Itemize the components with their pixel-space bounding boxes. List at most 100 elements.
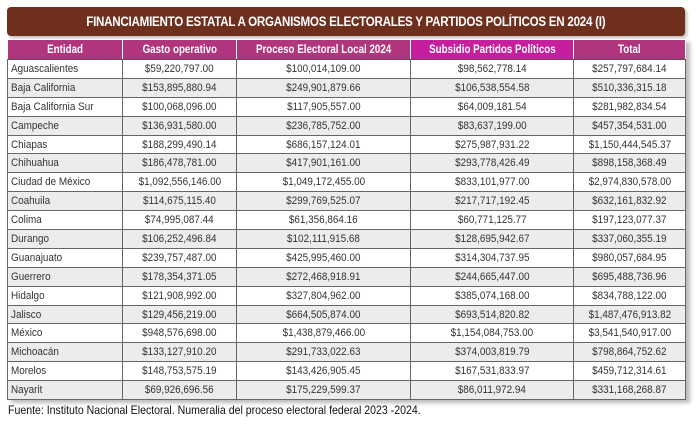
- table-row: Chiapas $188,299,490.14 $686,157,124.01 $27…: [7, 134, 686, 155]
- table-row: Hidalgo $121,908,992.00 $327,804,962.00 $38…: [7, 285, 686, 306]
- cell-total: $457,354,531.00: [573, 115, 686, 136]
- table-row: Aguascalientes $59,220,797.00 $100,014,109…: [7, 59, 686, 79]
- table-row: Morelos $148,753,575.19 $143,426,905.45 $16…: [7, 361, 686, 382]
- cell-total: $834,788,122.00: [573, 285, 686, 306]
- cell-proceso-electoral: $1,438,879,466.00: [236, 323, 411, 344]
- cell-subsidio-partidos: $60,771,125.77: [410, 210, 574, 231]
- cell-gasto-operativo: $106,252,496.84: [122, 229, 237, 249]
- cell-entidad: Baja California: [7, 77, 123, 98]
- cell-entidad: Ciudad de México: [7, 172, 123, 193]
- cell-subsidio-partidos: $128,695,942.67: [410, 229, 574, 249]
- cell-entidad: Chiapas: [7, 134, 123, 155]
- cell-subsidio-partidos: $1,154,084,753.00: [410, 323, 574, 344]
- cell-total: $898,158,368.49: [573, 153, 686, 174]
- cell-proceso-electoral: $327,804,962.00: [236, 285, 411, 306]
- cell-total: $281,982,834.54: [573, 96, 686, 117]
- cell-gasto-operativo: $239,757,487.00: [122, 247, 237, 268]
- cell-total: $980,057,684.95: [573, 247, 686, 268]
- cell-entidad: Aguascalientes: [7, 59, 123, 79]
- cell-proceso-electoral: $299,769,525.07: [236, 191, 411, 212]
- cell-proceso-electoral: $425,995,460.00: [236, 247, 411, 268]
- cell-gasto-operativo: $74,995,087.44: [122, 210, 237, 231]
- header-subsidio-partidos: Subsidio Partidos Políticos: [410, 39, 574, 60]
- cell-proceso-electoral: $1,049,172,455.00: [236, 172, 411, 193]
- cell-entidad: Hidalgo: [7, 285, 123, 306]
- cell-subsidio-partidos: $314,304,737.95: [410, 247, 574, 268]
- cell-entidad: Guanajuato: [7, 247, 123, 268]
- cell-entidad: Coahuila: [7, 191, 123, 212]
- table-title: FINANCIAMIENTO ESTATAL A ORGANISMOS ELEC…: [7, 7, 685, 36]
- table-row: Colima $74,995,087.44 $61,356,864.16 $60,77…: [7, 210, 686, 231]
- table-title-text: FINANCIAMIENTO ESTATAL A ORGANISMOS ELEC…: [86, 14, 606, 29]
- header-gasto-operativo: Gasto operativo: [122, 39, 237, 60]
- cell-gasto-operativo: $178,354,371.05: [122, 266, 237, 287]
- table-row: México $948,576,698.00 $1,438,879,466.00 $1…: [7, 323, 686, 344]
- table-row: Campeche $136,931,580.00 $236,785,752.00 $8…: [7, 115, 686, 136]
- cell-proceso-electoral: $100,014,109.00: [236, 59, 411, 79]
- cell-gasto-operativo: $69,926,696.56: [122, 380, 237, 401]
- cell-entidad: Durango: [7, 229, 123, 249]
- header-proceso-electoral: Proceso Electoral Local 2024: [236, 39, 411, 60]
- cell-entidad: Campeche: [7, 115, 123, 136]
- table-row: Guerrero $178,354,371.05 $272,468,918.91 $2…: [7, 266, 686, 287]
- cell-subsidio-partidos: $693,514,820.82: [410, 304, 574, 325]
- cell-proceso-electoral: $143,426,905.45: [236, 361, 411, 382]
- cell-entidad: Jalisco: [7, 304, 123, 325]
- cell-subsidio-partidos: $244,665,447.00: [410, 266, 574, 287]
- cell-proceso-electoral: $291,733,022.63: [236, 342, 411, 363]
- table-row: Jalisco $129,456,219.00 $664,505,874.00 $69…: [7, 304, 686, 325]
- header-row: Entidad Gasto operativo Proceso Electora…: [7, 39, 686, 60]
- cell-entidad: Chihuahua: [7, 153, 123, 174]
- cell-gasto-operativo: $188,299,490.14: [122, 134, 237, 155]
- cell-subsidio-partidos: $98,562,778.14: [410, 59, 574, 79]
- cell-total: $257,797,684.14: [573, 59, 686, 79]
- header-total: Total: [573, 39, 686, 60]
- cell-total: $1,150,444,545.37: [573, 134, 686, 155]
- cell-entidad: Morelos: [7, 361, 123, 382]
- cell-entidad: Michoacán: [7, 342, 123, 363]
- source-note: Fuente: Instituto Nacional Electoral. Nu…: [8, 403, 421, 417]
- cell-gasto-operativo: $59,220,797.00: [122, 59, 237, 79]
- cell-gasto-operativo: $153,895,880.94: [122, 77, 237, 98]
- table-row: Guanajuato $239,757,487.00 $425,995,460.00…: [7, 247, 686, 268]
- cell-total: $337,060,355.19: [573, 229, 686, 249]
- cell-total: $197,123,077.37: [573, 210, 686, 231]
- table-row: Durango $106,252,496.84 $102,111,915.68 $12…: [7, 229, 686, 249]
- table-row: Baja California $153,895,880.94 $249,901,8…: [7, 77, 686, 98]
- cell-proceso-electoral: $272,468,918.91: [236, 266, 411, 287]
- cell-total: $695,488,736.96: [573, 266, 686, 287]
- cell-entidad: Guerrero: [7, 266, 123, 287]
- table-body: Aguascalientes $59,220,797.00 $100,014,109…: [7, 59, 686, 401]
- cell-gasto-operativo: $114,675,115.40: [122, 191, 237, 212]
- table-row: Michoacán $133,127,910.20 $291,733,022.63 $…: [7, 342, 686, 363]
- cell-subsidio-partidos: $217,717,192.45: [410, 191, 574, 212]
- cell-gasto-operativo: $948,576,698.00: [122, 323, 237, 344]
- cell-total: $3,541,540,917.00: [573, 323, 686, 344]
- cell-subsidio-partidos: $374,003,819.79: [410, 342, 574, 363]
- cell-gasto-operativo: $148,753,575.19: [122, 361, 237, 382]
- cell-total: $798,864,752.62: [573, 342, 686, 363]
- cell-total: $459,712,314.61: [573, 361, 686, 382]
- cell-total: $2,974,830,578.00: [573, 172, 686, 193]
- cell-proceso-electoral: $417,901,161.00: [236, 153, 411, 174]
- cell-total: $331,168,268.87: [573, 380, 686, 401]
- cell-gasto-operativo: $133,127,910.20: [122, 342, 237, 363]
- cell-gasto-operativo: $186,478,781.00: [122, 153, 237, 174]
- cell-proceso-electoral: $117,905,557.00: [236, 96, 411, 117]
- cell-gasto-operativo: $1,092,556,146.00: [122, 172, 237, 193]
- cell-proceso-electoral: $175,229,599.37: [236, 380, 411, 401]
- cell-total: $1,487,476,913.82: [573, 304, 686, 325]
- cell-gasto-operativo: $100,068,096.00: [122, 96, 237, 117]
- cell-entidad: Nayarit: [7, 380, 123, 401]
- table-row: Nayarit $69,926,696.56 $175,229,599.37 $86,…: [7, 380, 686, 401]
- table-row: Ciudad de México $1,092,556,146.00 $1,049,…: [7, 172, 686, 193]
- cell-entidad: México: [7, 323, 123, 344]
- cell-total: $510,336,315.18: [573, 77, 686, 98]
- cell-subsidio-partidos: $167,531,833.97: [410, 361, 574, 382]
- cell-subsidio-partidos: $833,101,977.00: [410, 172, 574, 193]
- cell-proceso-electoral: $664,505,874.00: [236, 304, 411, 325]
- cell-proceso-electoral: $249,901,879.66: [236, 77, 411, 98]
- financing-table: Entidad Gasto operativo Proceso Electora…: [7, 39, 686, 401]
- cell-proceso-electoral: $61,356,864.16: [236, 210, 411, 231]
- cell-total: $632,161,832.92: [573, 191, 686, 212]
